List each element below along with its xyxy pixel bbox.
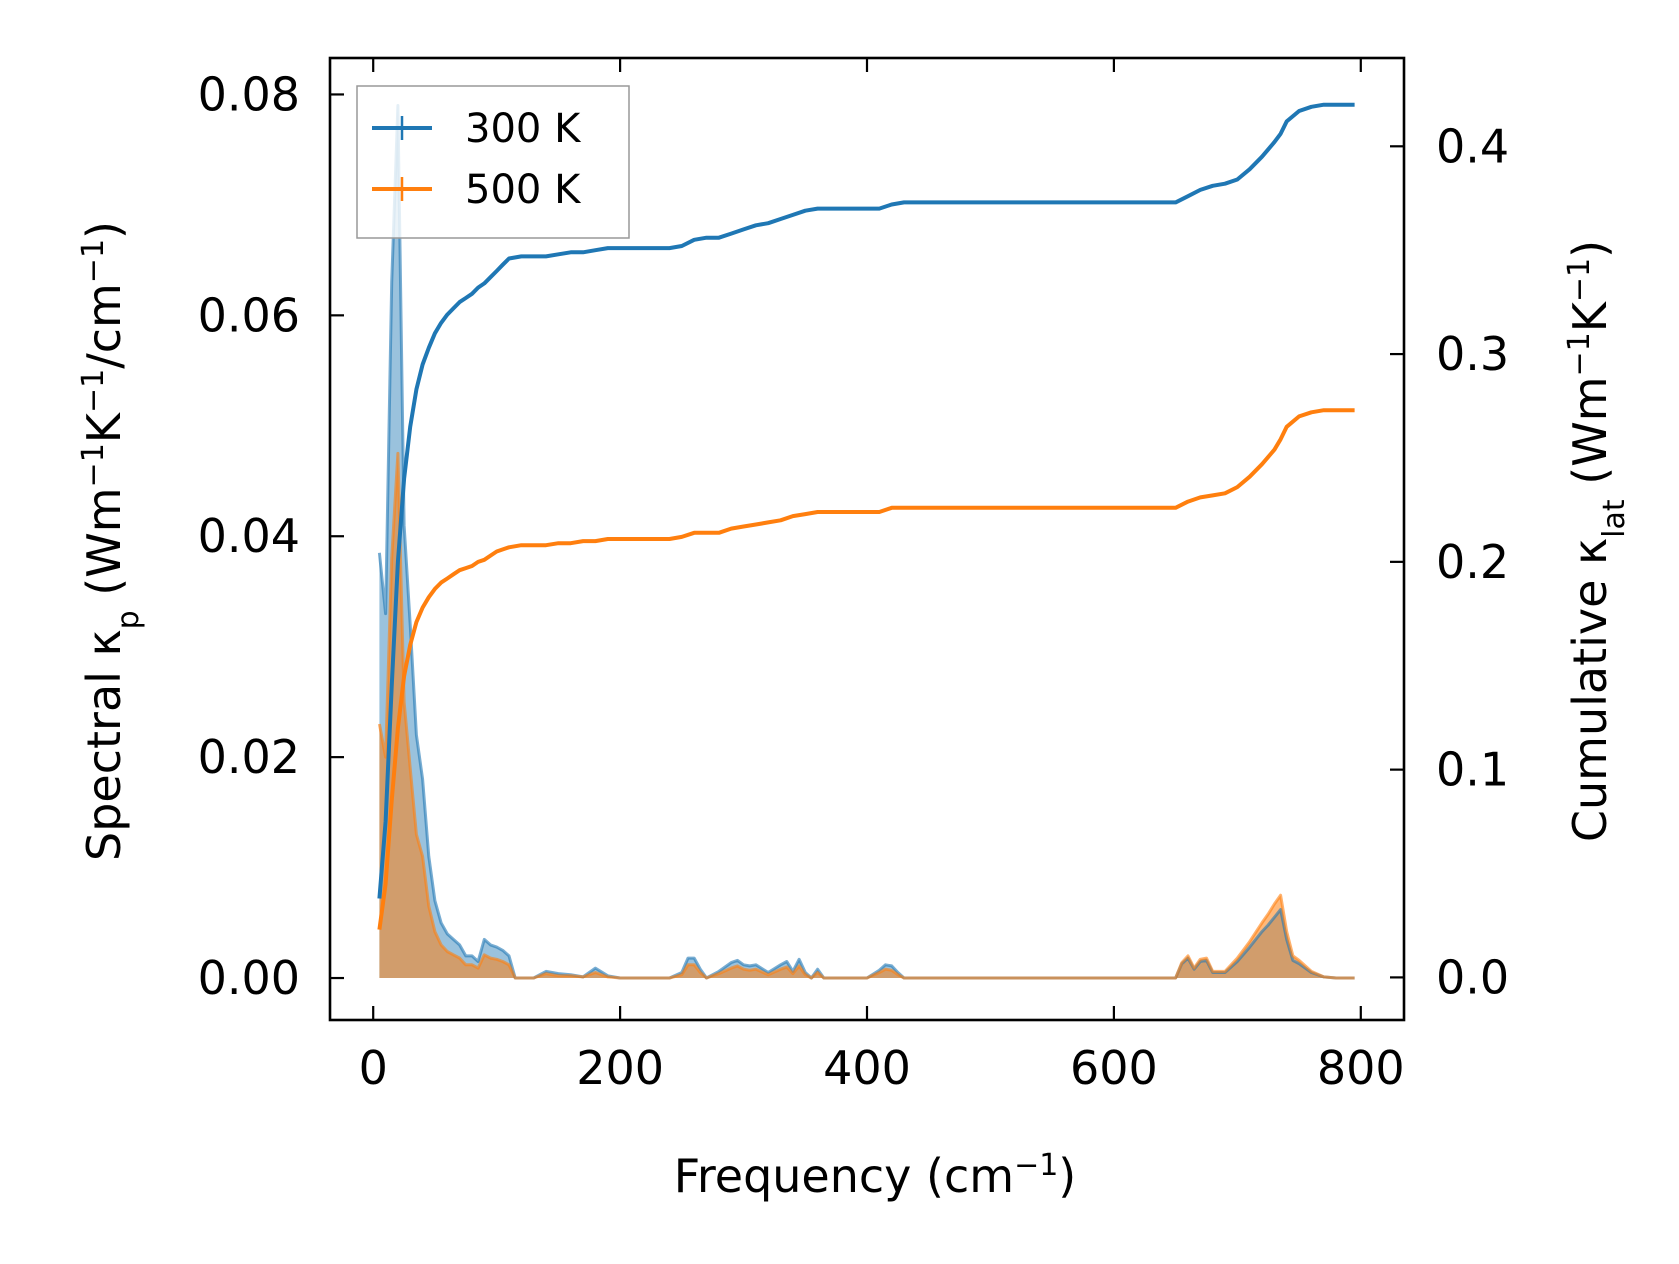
y-right-label-sub: lat — [1597, 499, 1632, 538]
y-left-label-sup3: −1 — [76, 239, 111, 283]
x-axis-label-tail: ) — [1058, 1149, 1076, 1203]
x-tick-label: 800 — [1317, 1041, 1405, 1095]
x-tick-label: 600 — [1070, 1041, 1158, 1095]
x-tick-label: 200 — [576, 1041, 664, 1095]
spectral-line-500k — [377, 451, 1355, 980]
y-axis-left-label: Spectral κp (Wm−1K−1/cm−1) — [76, 221, 146, 861]
y-right-tick-label: 0.2 — [1436, 535, 1509, 589]
y-left-label-sup2: −1 — [76, 369, 111, 413]
legend: 300 K 500 K — [356, 85, 630, 239]
x-axis-label: Frequency (cm−1) — [674, 1148, 1077, 1204]
x-tick-label: 0 — [359, 1041, 388, 1095]
y-left-tick-label: 0.06 — [198, 288, 300, 342]
y-right-label-mid2: K — [1563, 300, 1617, 332]
x-axis-label-sup: −1 — [1014, 1148, 1058, 1183]
y-left-label-pre: Spectral κ — [77, 629, 131, 861]
y-right-label-pre: Cumulative κ — [1563, 538, 1617, 842]
y-left-label-mid3: /cm — [77, 283, 131, 369]
y-left-label-mid1: (Wm — [77, 487, 131, 610]
y-left-tick-label: 0.00 — [198, 951, 300, 1005]
y-left-tick-label: 0.02 — [198, 730, 300, 784]
y-right-tick-label: 0.1 — [1436, 743, 1509, 797]
spectral-line-layer — [377, 104, 1355, 980]
legend-frame — [356, 85, 630, 239]
y-right-label-sup2: −1 — [1562, 258, 1597, 302]
cumulative-line-layer — [377, 102, 1355, 930]
y-right-label-post: ) — [1563, 240, 1617, 258]
y-right-tick-label: 0.4 — [1436, 119, 1509, 173]
cumulative-line-500k — [377, 408, 1355, 930]
tick-label-layer: 0 200 400 600 800 0.00 0.02 0.04 0.06 0.08 0.0 0.1 0… — [198, 67, 1510, 1095]
legend-label-300k: 300 K — [465, 106, 582, 152]
x-axis-label-main: Frequency (cm — [674, 1149, 1014, 1203]
cumulative-line-300k — [377, 102, 1355, 899]
y-left-label-sup1: −1 — [76, 443, 111, 487]
y-right-tick-label: 0.3 — [1436, 327, 1509, 381]
y-axis-right-label: Cumulative κlat (Wm−1K−1) — [1562, 240, 1632, 842]
y-right-label-sup1: −1 — [1562, 332, 1597, 376]
y-left-label-mid2: K — [77, 411, 131, 443]
x-tick-label: 400 — [823, 1041, 911, 1095]
y-left-label-sub: p — [111, 610, 146, 629]
y-right-label-mid1: (Wm — [1563, 376, 1617, 499]
y-left-tick-label: 0.04 — [198, 509, 300, 563]
y-right-tick-label: 0.0 — [1436, 950, 1509, 1004]
legend-label-500k: 500 K — [465, 167, 582, 213]
y-left-tick-label: 0.08 — [198, 67, 300, 121]
tick-layer — [330, 58, 1404, 1020]
y-left-label-post: ) — [77, 221, 131, 239]
